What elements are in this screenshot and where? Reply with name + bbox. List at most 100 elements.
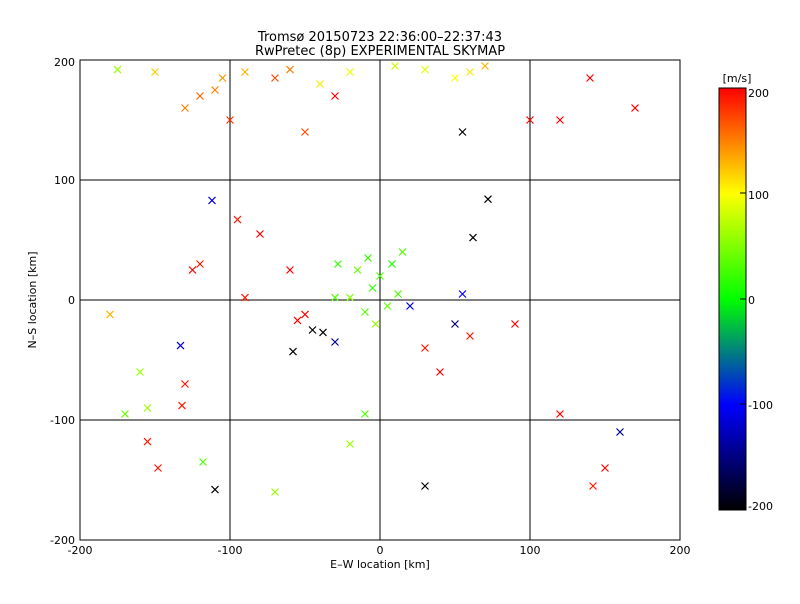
scatter-point bbox=[121, 410, 129, 418]
y-tick-label: 0 bbox=[68, 294, 75, 307]
scatter-point bbox=[406, 302, 414, 310]
scatter-point bbox=[316, 80, 324, 88]
colorbar-tick-label: -100 bbox=[748, 399, 773, 412]
chart-title-line1: Tromsø 20150723 22:36:00–22:37:43 bbox=[257, 30, 502, 45]
scatter-point bbox=[178, 401, 186, 410]
x-axis-label: E–W location [km] bbox=[330, 558, 430, 571]
scatter-point bbox=[458, 128, 467, 136]
scatter-point bbox=[301, 128, 309, 136]
scatter-point bbox=[364, 254, 372, 262]
scatter-point bbox=[188, 266, 197, 274]
scatter-point bbox=[143, 437, 152, 446]
scatter-point bbox=[151, 68, 159, 76]
scatter-point bbox=[106, 310, 114, 319]
scatter-point bbox=[421, 65, 429, 74]
scatter-point bbox=[631, 104, 639, 112]
scatter-point bbox=[388, 260, 396, 268]
colorbar-ticks bbox=[740, 87, 746, 511]
scatter-point bbox=[371, 320, 380, 328]
scatter-point bbox=[616, 428, 624, 436]
scatter-point bbox=[181, 380, 189, 388]
scatter-point bbox=[451, 74, 459, 82]
chart-title-line2: RwPretec (8p) EXPERIMENTAL SKYMAP bbox=[255, 44, 505, 59]
scatter-point bbox=[271, 74, 279, 82]
x-tick-label: 0 bbox=[377, 544, 384, 557]
scatter-point bbox=[466, 68, 474, 76]
x-tick-label: 100 bbox=[520, 544, 541, 557]
scatter-point bbox=[319, 328, 327, 337]
scatter-point bbox=[346, 293, 354, 302]
y-tick-label: 200 bbox=[54, 56, 75, 69]
scatter-point bbox=[451, 320, 459, 328]
scatter-point bbox=[293, 316, 302, 325]
scatter-point bbox=[353, 266, 362, 274]
colorbar-tick-labels: 200 100 0 -100 -200 bbox=[748, 87, 773, 513]
scatter-point bbox=[556, 410, 564, 418]
scatter-point bbox=[398, 248, 407, 256]
scatter-point bbox=[484, 195, 492, 204]
scatter-point bbox=[421, 344, 429, 352]
scatter-point bbox=[289, 347, 297, 356]
x-tick-labels: -200 -100 0 100 200 bbox=[68, 544, 691, 557]
scatter-point bbox=[331, 293, 339, 302]
colorbar-tick-label: 200 bbox=[748, 87, 769, 100]
scatter-point bbox=[176, 341, 185, 350]
y-axis-label: N–S location [km] bbox=[26, 251, 39, 348]
scatter-point bbox=[368, 284, 377, 292]
scatter-point bbox=[199, 458, 207, 466]
colorbar-label: [m/s] bbox=[723, 72, 752, 85]
scatter-point bbox=[526, 116, 534, 124]
scatter-point bbox=[154, 464, 162, 472]
scatter-point bbox=[361, 410, 369, 418]
scatter-points bbox=[106, 62, 639, 496]
scatter-point bbox=[346, 440, 354, 448]
scatter-point bbox=[458, 290, 467, 298]
scatter-point bbox=[469, 233, 477, 242]
scatter-point bbox=[286, 266, 294, 274]
scatter-point bbox=[361, 308, 369, 316]
y-tick-label: -200 bbox=[50, 534, 75, 547]
scatter-point bbox=[271, 488, 279, 496]
scatter-point bbox=[208, 196, 216, 205]
scatter-point bbox=[196, 260, 204, 268]
y-tick-label: 100 bbox=[54, 174, 75, 187]
scatter-point bbox=[256, 230, 264, 238]
colorbar-tick-label: 100 bbox=[748, 189, 769, 202]
scatter-point bbox=[334, 260, 342, 268]
scatter-point bbox=[394, 290, 402, 298]
scatter-point bbox=[301, 310, 309, 319]
colorbar-tick-label: 0 bbox=[748, 294, 755, 307]
scatter-point bbox=[233, 215, 242, 224]
scatter-point bbox=[556, 116, 564, 124]
scatter-point bbox=[196, 92, 204, 100]
scatter-point bbox=[586, 74, 594, 82]
y-tick-labels: -200 -100 0 100 200 bbox=[50, 56, 75, 547]
scatter-point bbox=[218, 74, 227, 82]
scatter-point bbox=[308, 326, 317, 334]
scatter-point bbox=[376, 272, 384, 280]
scatter-point bbox=[331, 92, 339, 100]
y-tick-label: -100 bbox=[50, 414, 75, 427]
scatter-point bbox=[421, 482, 429, 490]
scatter-point bbox=[391, 62, 399, 70]
scatter-point bbox=[181, 104, 189, 112]
scatter-point bbox=[113, 65, 122, 74]
colorbar-tick-label: -200 bbox=[748, 500, 773, 513]
scatter-point bbox=[601, 464, 609, 472]
scatter-point bbox=[211, 86, 219, 94]
scatter-point bbox=[331, 338, 339, 346]
scatter-point bbox=[511, 320, 519, 328]
scatter-point bbox=[436, 368, 444, 376]
scatter-point bbox=[143, 404, 152, 412]
scatter-point bbox=[136, 368, 144, 376]
scatter-point bbox=[589, 482, 597, 490]
scatter-point bbox=[383, 302, 392, 310]
scatter-point bbox=[286, 65, 294, 74]
x-tick-label: 200 bbox=[670, 544, 691, 557]
scatter-point bbox=[481, 62, 489, 70]
scatter-point bbox=[466, 332, 474, 340]
x-tick-label: -200 bbox=[68, 544, 93, 557]
scatter-point bbox=[241, 68, 249, 76]
scatter-point bbox=[226, 116, 234, 124]
